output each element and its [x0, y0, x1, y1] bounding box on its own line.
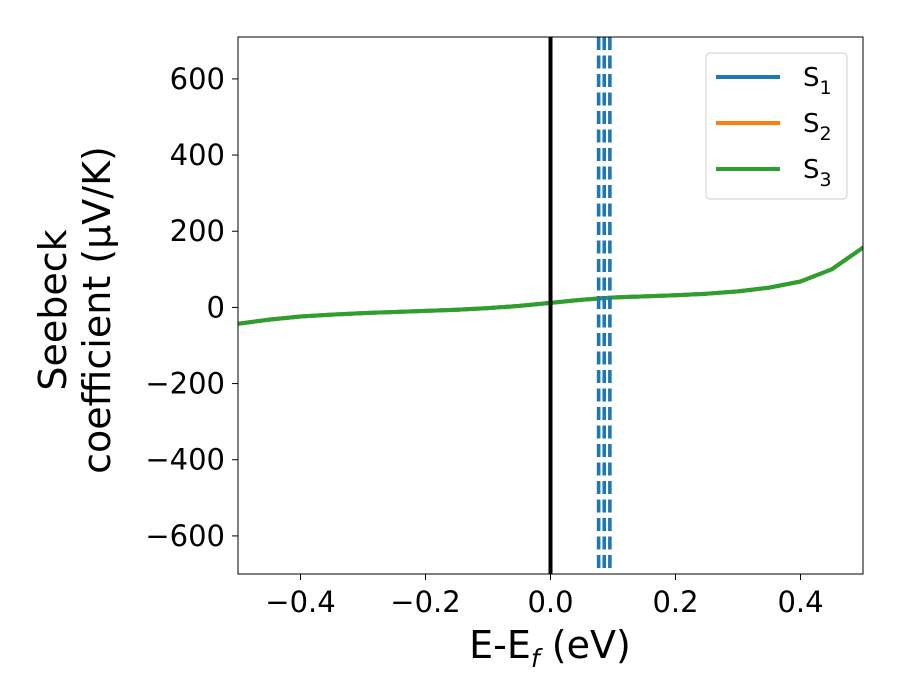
reference-lines	[548, 37, 612, 574]
y-tick-label: 200	[170, 214, 225, 248]
y-tick-label: 0	[207, 290, 225, 324]
y-axis-ticks: −600 −400 −200 0 200 400 600	[145, 62, 238, 553]
y-axis-label-line2: coefficient (μV/K)	[75, 146, 119, 474]
x-axis-label-suffix: (eV)	[540, 623, 631, 667]
x-axis-label: E-Ef (eV)	[469, 623, 631, 673]
legend-label-3: S3	[803, 155, 832, 191]
y-axis-label: Seebeck coefficient (μV/K)	[31, 146, 119, 474]
x-tick-label: −0.2	[390, 585, 460, 619]
y-tick-label: −200	[145, 367, 225, 401]
x-axis-ticks: −0.4 −0.2 0.0 0.2 0.4	[265, 574, 824, 619]
legend: S1 S2 S3	[705, 52, 848, 200]
y-tick-label: −400	[145, 443, 225, 477]
plot-area	[238, 37, 863, 574]
y-tick-label: 600	[170, 62, 225, 96]
legend-label-2: S2	[803, 109, 832, 145]
x-tick-label: 0.4	[777, 585, 823, 619]
y-tick-label: −600	[145, 519, 225, 553]
legend-box	[705, 52, 848, 200]
x-axis-label-main: E-E	[469, 623, 531, 667]
y-axis-label-line1: Seebeck	[31, 229, 75, 390]
x-tick-label: 0.2	[652, 585, 698, 619]
x-tick-label: −0.4	[265, 585, 335, 619]
legend-label-1: S1	[803, 63, 832, 99]
y-tick-label: 400	[170, 138, 225, 172]
x-tick-label: 0.0	[527, 585, 573, 619]
